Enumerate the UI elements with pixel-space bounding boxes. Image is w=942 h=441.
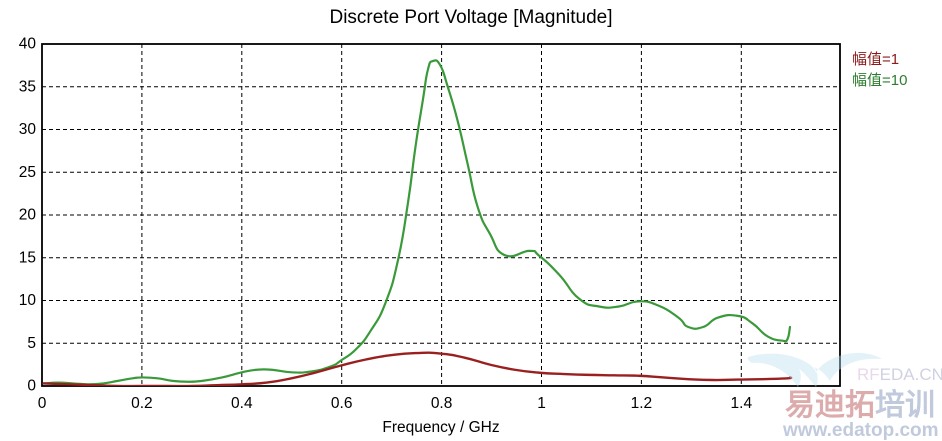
svg-text:幅值=10: 幅值=10 [852, 72, 907, 89]
svg-text:Frequency / GHz: Frequency / GHz [382, 419, 499, 436]
svg-text:易迪拓: 易迪拓 [785, 389, 875, 422]
svg-text:培训: 培训 [875, 388, 935, 422]
svg-text:1: 1 [537, 395, 546, 412]
svg-text:35: 35 [19, 78, 36, 95]
svg-text:0: 0 [38, 395, 47, 412]
svg-text:RFEDA.CN: RFEDA.CN [857, 365, 942, 384]
svg-text:0: 0 [27, 378, 36, 395]
svg-text:15: 15 [19, 249, 36, 266]
svg-text:0.8: 0.8 [431, 395, 453, 412]
svg-text:40: 40 [19, 36, 37, 53]
svg-text:幅值=1: 幅值=1 [852, 51, 899, 68]
svg-text:Discrete Port Voltage [Magnitu: Discrete Port Voltage [Magnitude] [329, 7, 612, 28]
svg-text:0.2: 0.2 [131, 395, 153, 412]
svg-text:1.2: 1.2 [631, 395, 653, 412]
svg-text:30: 30 [19, 121, 37, 138]
svg-text:0.4: 0.4 [231, 395, 253, 412]
svg-text:10: 10 [19, 292, 37, 309]
svg-text:www.edatop.com: www.edatop.com [782, 420, 939, 441]
svg-text:5: 5 [27, 335, 36, 352]
svg-text:20: 20 [19, 207, 37, 224]
svg-text:1.4: 1.4 [731, 395, 753, 412]
svg-text:0.6: 0.6 [331, 395, 353, 412]
svg-text:25: 25 [19, 164, 36, 181]
